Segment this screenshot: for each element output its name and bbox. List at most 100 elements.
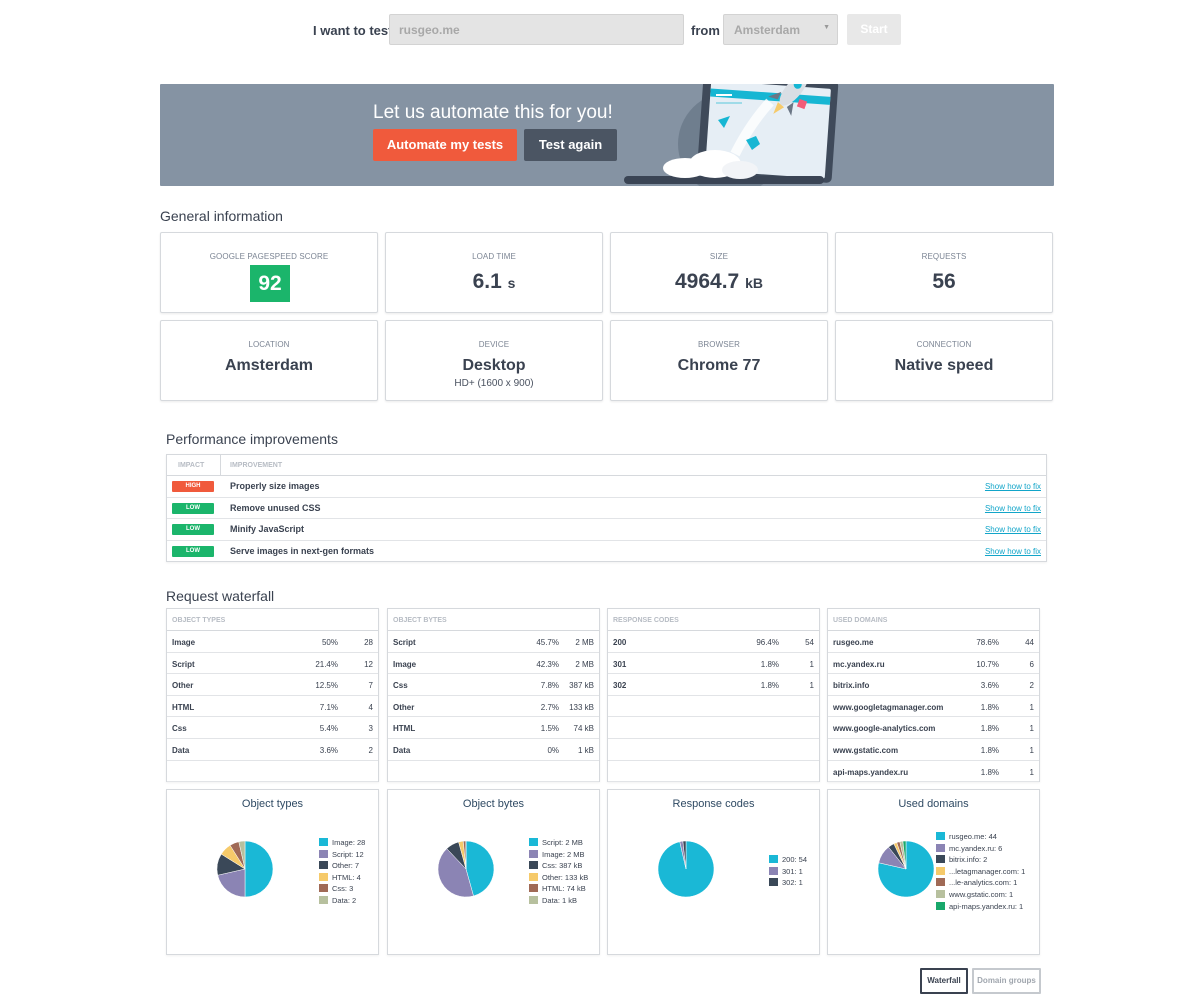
- legend-item: api-maps.yandex.ru: 1: [936, 901, 1025, 914]
- table-row: Image 50% 28: [167, 631, 378, 653]
- cell-val: 74 kB: [573, 724, 594, 734]
- cell-name: HTML: [393, 724, 416, 734]
- requests-card: REQUESTS 56: [835, 232, 1053, 313]
- rocket-laptop-illustration: [624, 84, 839, 186]
- legend-item: ...le-analytics.com: 1: [936, 878, 1025, 890]
- domain-groups-view-button[interactable]: Domain groups: [972, 968, 1041, 994]
- test-again-button[interactable]: Test again: [524, 129, 617, 161]
- show-how-to-fix-link[interactable]: Show how to fix: [984, 503, 1041, 513]
- legend-swatch: [319, 872, 328, 881]
- performance-title: Performance improvements: [166, 431, 338, 447]
- cell-name: Css: [172, 724, 187, 734]
- card-label: REQUESTS: [921, 252, 967, 261]
- legend-item: Script: 12: [319, 849, 365, 862]
- pie-title: Response codes: [672, 798, 755, 810]
- table-row: mc.yandex.ru 10.7% 6: [828, 653, 1039, 675]
- legend-label: Data: 2: [332, 895, 357, 905]
- pie-chart: [877, 840, 935, 898]
- request-waterfall-title: Request waterfall: [166, 588, 275, 604]
- location-card: LOCATION Amsterdam: [160, 320, 378, 401]
- legend-label: HTML: 74 kB: [542, 884, 586, 894]
- device-resolution: HD+ (1600 x 900): [454, 378, 534, 389]
- table-row: HTML 1.5% 74 kB: [388, 717, 599, 739]
- table-row: [608, 717, 819, 739]
- cell-name: Data: [393, 746, 411, 755]
- load-time-unit: s: [507, 275, 516, 291]
- show-how-to-fix-link[interactable]: Show how to fix: [984, 546, 1041, 556]
- automate-tests-button[interactable]: Automate my tests: [373, 129, 517, 161]
- table-row: Script 45.7% 2 MB: [388, 631, 599, 653]
- legend-item: rusgeo.me: 44: [936, 832, 1025, 844]
- show-how-to-fix-link[interactable]: Show how to fix: [984, 482, 1041, 491]
- table-header: OBJECT TYPES: [167, 609, 378, 631]
- column-divider: [220, 455, 221, 476]
- card-value: 6.1 s: [386, 270, 602, 294]
- card-value: 4964.7 kB: [611, 270, 827, 294]
- legend-label: api-maps.yandex.ru: 1: [949, 901, 1024, 911]
- legend-swatch: [319, 861, 328, 870]
- cell-pct: 21.4%: [315, 659, 338, 669]
- cell-pct: 1.5%: [540, 724, 559, 734]
- pie-slice: [437, 848, 474, 898]
- cell-val: 2: [368, 746, 373, 755]
- table-row: [608, 761, 819, 783]
- location-select-value: Amsterdam: [734, 23, 801, 37]
- size-unit: kB: [745, 275, 763, 291]
- table-row: Other 12.5% 7: [167, 674, 378, 696]
- pie-chart: [657, 840, 715, 898]
- cell-pct: 3.6%: [980, 681, 999, 691]
- caret-down-icon: ▼: [823, 24, 830, 31]
- improvement-text: Minify JavaScript: [230, 524, 305, 534]
- cell-name: Other: [172, 681, 194, 691]
- legend-item: Script: 2 MB: [529, 838, 588, 850]
- cell-name: Script: [172, 659, 195, 669]
- legend-label: ...letagmanager.com: 1: [949, 866, 1026, 876]
- test-form: I want to test rusgeo.me from Amsterdam …: [0, 14, 1200, 46]
- cell-pct: 10.7%: [976, 659, 999, 669]
- table-row: HTML 7.1% 4: [167, 696, 378, 718]
- cell-pct: 1.8%: [980, 746, 999, 755]
- performance-table: IMPACT IMPROVEMENT HIGH Properly size im…: [166, 454, 1047, 562]
- location-value: Amsterdam: [224, 357, 314, 374]
- connection-value: Native speed: [894, 357, 994, 374]
- performance-table-header: IMPACT IMPROVEMENT: [167, 455, 1046, 476]
- improvement-text: Remove unused CSS: [230, 502, 321, 513]
- pie-legend: 200: 54 301: 1 302: 1: [769, 855, 807, 890]
- legend-label: bitrix.info: 2: [949, 855, 988, 865]
- legend-label: 200: 54: [782, 855, 808, 864]
- cell-name: mc.yandex.ru: [833, 659, 885, 669]
- legend-item: Image: 28: [319, 838, 365, 850]
- legend-swatch: [529, 849, 538, 858]
- cell-name: Data: [172, 746, 190, 755]
- cell-name: 200: [613, 638, 627, 647]
- legend-item: Css: 387 kB: [529, 861, 588, 873]
- legend-swatch: [529, 861, 538, 870]
- legend-swatch: [529, 838, 538, 846]
- improvement-column-header: IMPROVEMENT: [230, 462, 283, 469]
- legend-label: Other: 7: [332, 861, 360, 871]
- url-input[interactable]: rusgeo.me: [389, 14, 684, 45]
- table-row: www.google-analytics.com 1.8% 1: [828, 717, 1039, 739]
- cell-val: 1: [809, 659, 814, 669]
- used-domains-table: USED DOMAINS rusgeo.me 78.6% 44 mc.yandex.ru…: [827, 608, 1040, 783]
- show-how-to-fix-link[interactable]: Show how to fix: [984, 525, 1041, 534]
- cell-name: www.googletagmanager.com: [833, 702, 944, 712]
- cell-name: www.gstatic.com: [833, 746, 899, 755]
- legend-swatch: [319, 884, 328, 893]
- legend-swatch: [529, 895, 538, 904]
- waterfall-view-button[interactable]: Waterfall: [920, 968, 968, 994]
- table-row: www.googletagmanager.com 1.8% 1: [828, 696, 1039, 718]
- cell-pct: 96.4%: [756, 638, 779, 647]
- pie-title: Used domains: [898, 798, 969, 810]
- cell-name: Other: [393, 702, 415, 712]
- table-row: Other 2.7% 133 kB: [388, 696, 599, 718]
- legend-item: Image: 2 MB: [529, 849, 588, 862]
- cell-pct: 7.1%: [319, 702, 338, 712]
- automation-banner: Let us automate this for you! Automate m…: [160, 84, 1054, 186]
- pie-legend: Image: 28 Script: 12 Other: 7 HTML: 4 Css: 3…: [319, 838, 365, 908]
- location-select[interactable]: Amsterdam ▼: [723, 14, 838, 45]
- card-label: DEVICE: [478, 340, 510, 349]
- connection-card: CONNECTION Native speed: [835, 320, 1053, 401]
- start-button[interactable]: Start: [847, 14, 901, 45]
- legend-item: 200: 54: [769, 855, 807, 867]
